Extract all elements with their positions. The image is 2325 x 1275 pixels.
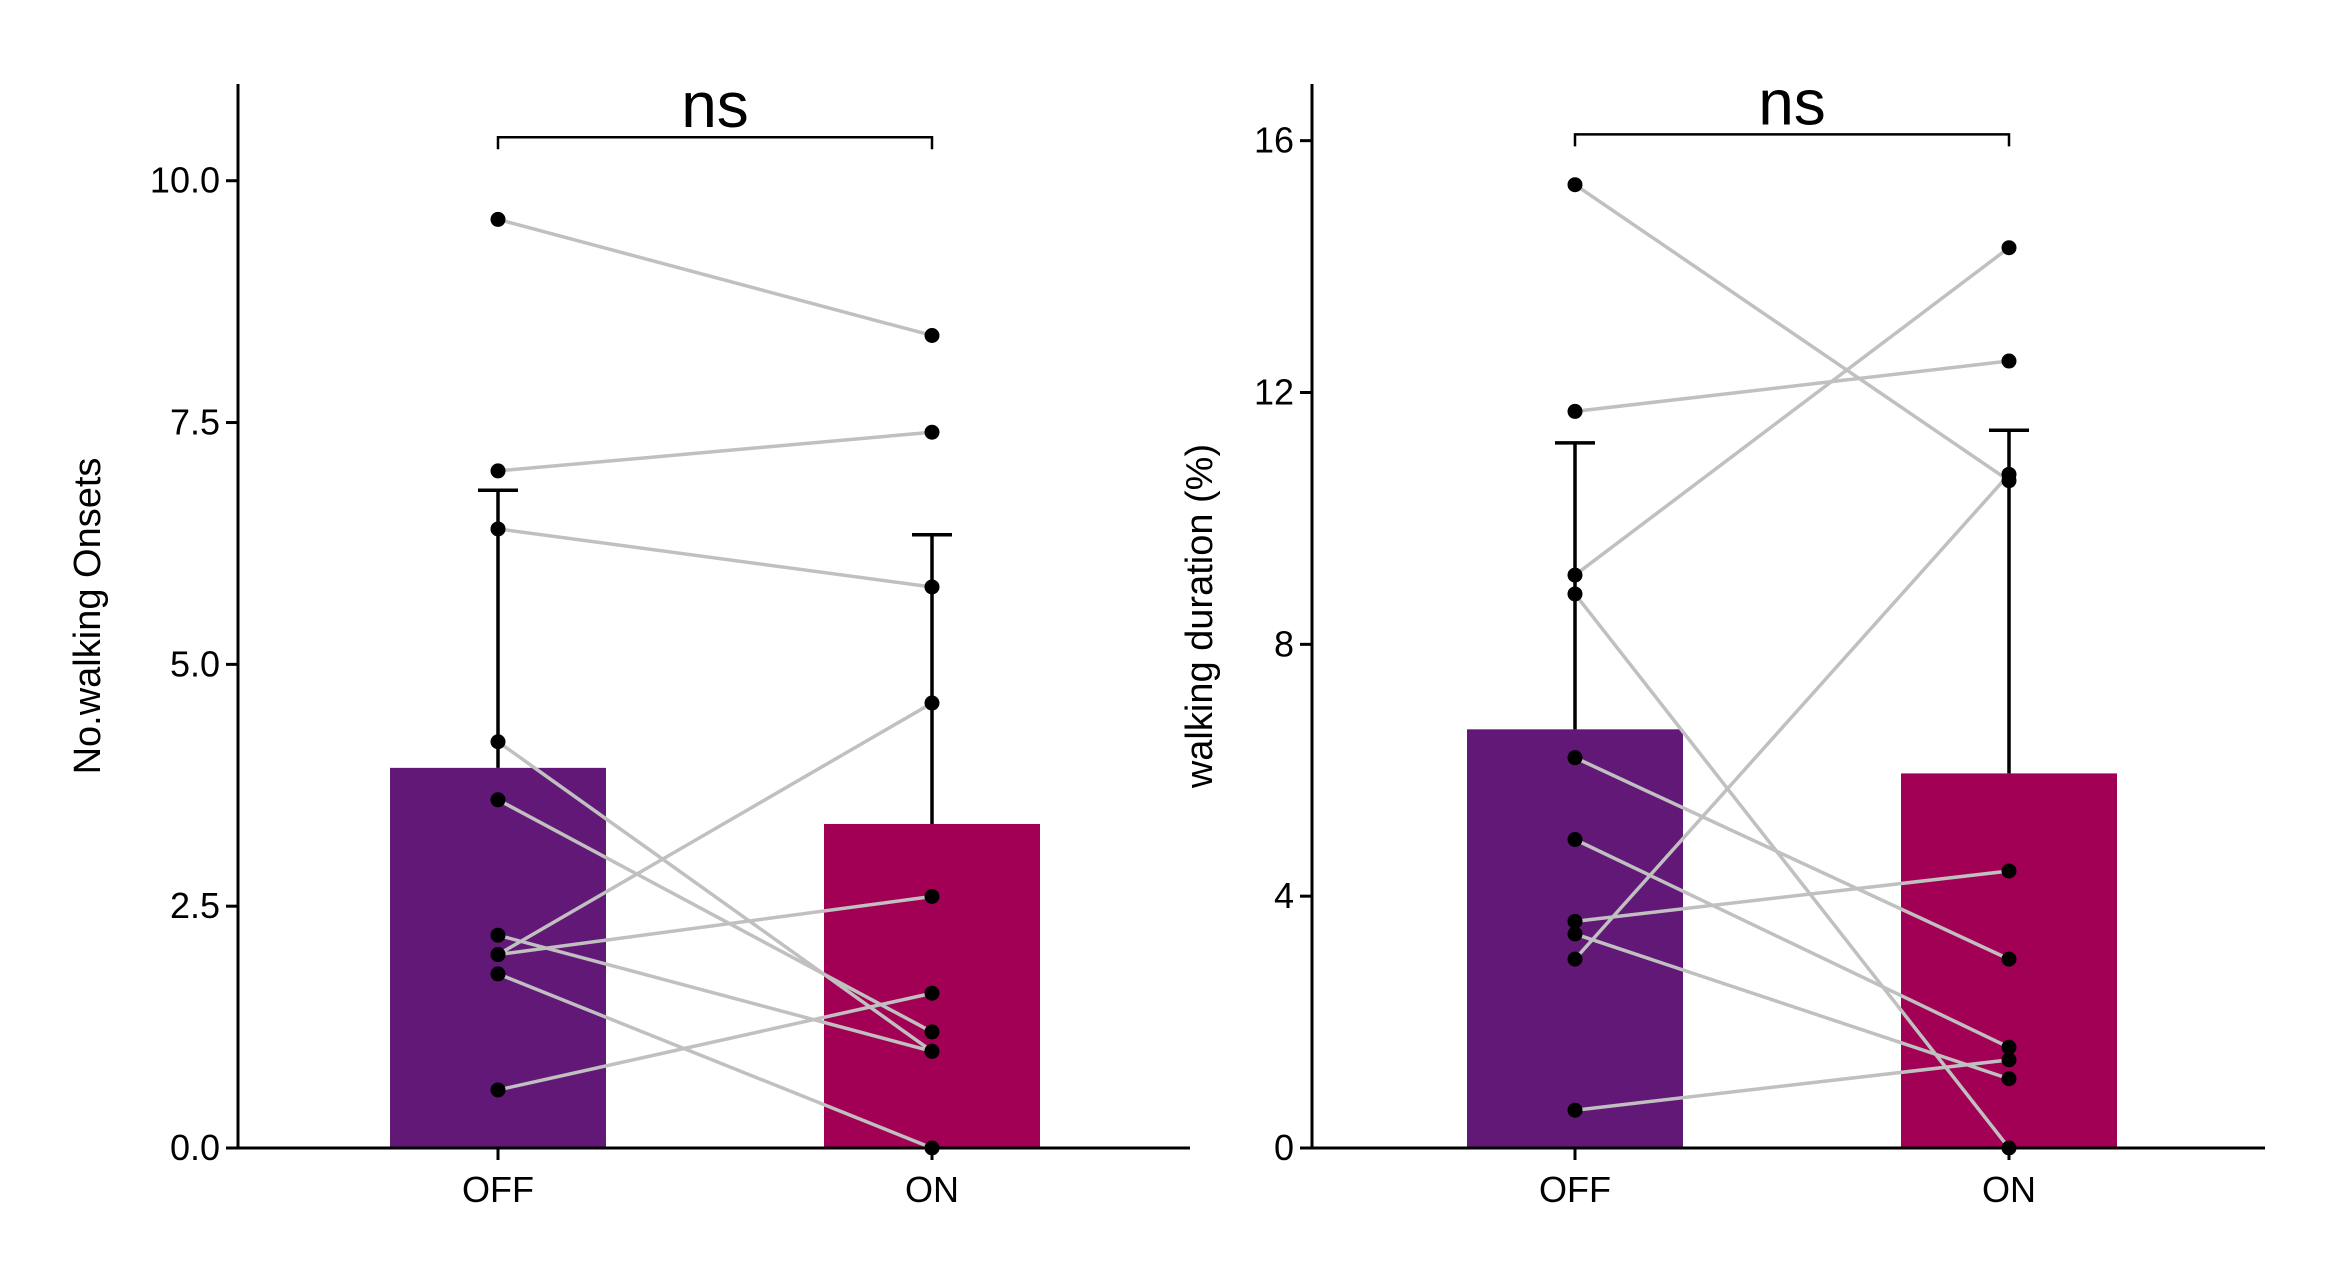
significance-label: ns bbox=[681, 69, 749, 141]
data-point-off bbox=[1567, 177, 1583, 193]
data-point-on bbox=[924, 327, 940, 343]
paired-line bbox=[1573, 246, 2011, 577]
data-point-on bbox=[2001, 240, 2017, 256]
paired-line bbox=[497, 217, 933, 338]
data-point-on bbox=[2001, 1052, 2017, 1068]
paired-line bbox=[497, 933, 933, 1053]
y-tick-label: 2.5 bbox=[170, 885, 220, 926]
significance-bracket bbox=[1573, 133, 2011, 147]
paired-line bbox=[497, 972, 933, 1150]
data-point-on bbox=[2001, 1071, 2017, 1087]
data-point-on bbox=[924, 695, 940, 711]
data-point-off bbox=[490, 947, 506, 963]
paired-line bbox=[1574, 837, 2010, 1049]
data-point-on bbox=[924, 889, 940, 905]
data-point-off bbox=[490, 463, 506, 479]
data-point-off bbox=[1567, 926, 1583, 942]
y-tick-label: 5.0 bbox=[170, 643, 220, 684]
data-point-off bbox=[1567, 567, 1583, 583]
paired-line bbox=[1574, 183, 2010, 483]
paired-line bbox=[1573, 473, 2011, 961]
data-point-off bbox=[1567, 832, 1583, 848]
data-point-off bbox=[1567, 586, 1583, 602]
significance-label: ns bbox=[1758, 66, 1826, 138]
data-point-off bbox=[490, 734, 506, 750]
y-tick-label: 0 bbox=[1274, 1127, 1294, 1168]
data-point-off bbox=[1567, 1102, 1583, 1118]
paired-line bbox=[497, 701, 933, 957]
data-point-on bbox=[924, 1024, 940, 1040]
paired-line bbox=[1574, 1058, 2010, 1112]
y-tick-label: 7.5 bbox=[170, 402, 220, 443]
y-tick-label: 8 bbox=[1274, 623, 1294, 664]
data-point-on bbox=[924, 424, 940, 440]
paired-line bbox=[1574, 359, 2010, 414]
paired-line bbox=[497, 894, 933, 957]
paired-line bbox=[1574, 756, 2010, 961]
data-point-on bbox=[2001, 1039, 2017, 1055]
paired-line bbox=[496, 740, 934, 1053]
y-tick-label: 0.0 bbox=[170, 1127, 220, 1168]
data-point-off bbox=[490, 792, 506, 808]
paired-line bbox=[1574, 932, 2010, 1081]
data-point-off bbox=[1567, 403, 1583, 419]
chart-panel-2: 0 4 8 12 16 OFF ON walking duration (%) ns bbox=[1179, 66, 2265, 1210]
paired-line bbox=[497, 527, 933, 589]
y-axis-title: walking duration (%) bbox=[1179, 444, 1221, 789]
x-tick-label-on: ON bbox=[1982, 1169, 2036, 1210]
data-point-off bbox=[490, 966, 506, 982]
y-axis-title: No.walking Onsets bbox=[67, 458, 109, 775]
paired-line bbox=[1574, 869, 2010, 924]
data-point-on bbox=[2001, 466, 2017, 482]
paired-line bbox=[497, 991, 933, 1092]
data-point-on bbox=[2001, 353, 2017, 369]
data-point-off bbox=[490, 1082, 506, 1098]
y-tick-label: 4 bbox=[1274, 875, 1294, 916]
x-tick-label-off: OFF bbox=[1539, 1169, 1611, 1210]
significance-bracket bbox=[496, 135, 934, 150]
paired-line bbox=[497, 430, 933, 473]
data-point-on bbox=[2001, 951, 2017, 967]
x-tick-label-on: ON bbox=[905, 1169, 959, 1210]
paired-line bbox=[497, 798, 933, 1034]
data-point-on bbox=[2001, 863, 2017, 879]
chart-panel-1: 0.0 2.5 5.0 7.5 10.0 OFF ON No.walking Onsets ns bbox=[67, 69, 1190, 1210]
x-tick-label-off: OFF bbox=[462, 1169, 534, 1210]
data-point-off bbox=[1567, 913, 1583, 929]
data-point-off bbox=[1567, 951, 1583, 967]
data-point-on bbox=[924, 579, 940, 595]
data-point-off bbox=[490, 211, 506, 227]
data-point-off bbox=[1567, 750, 1583, 766]
data-point-on bbox=[924, 1043, 940, 1059]
data-point-off bbox=[490, 927, 506, 943]
y-tick-label: 16 bbox=[1254, 120, 1294, 161]
data-point-on bbox=[924, 985, 940, 1001]
y-tick-label: 12 bbox=[1254, 371, 1294, 412]
y-tick-label: 10.0 bbox=[150, 160, 220, 201]
data-point-off bbox=[490, 521, 506, 537]
